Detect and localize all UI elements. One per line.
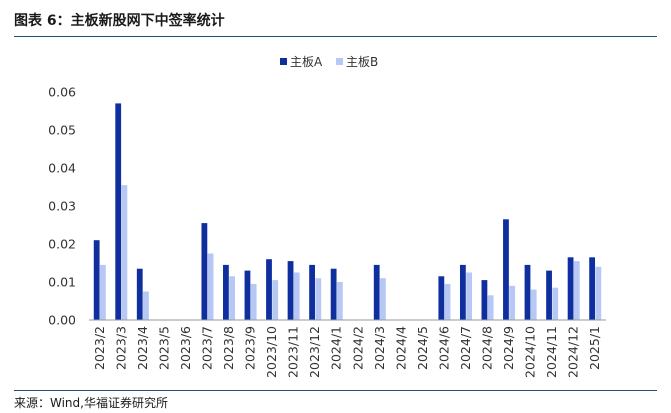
y-tick-label: 0.03 [48, 199, 76, 214]
x-tick-label: 2024/6 [436, 326, 451, 370]
x-tick-label: 2024/3 [372, 326, 387, 370]
x-tick-label: 2023/2 [92, 326, 107, 370]
x-tick-label: 2023/11 [286, 326, 301, 378]
x-tick-label: 2023/7 [199, 326, 214, 370]
bar-series-a [266, 259, 272, 320]
bar-series-a [546, 270, 552, 320]
x-tick-label: 2023/8 [221, 326, 236, 370]
top-rule [14, 36, 657, 37]
bar-series-b [509, 285, 516, 320]
bar-series-a [438, 276, 445, 320]
bar-series-b [99, 264, 106, 320]
y-tick-label: 0.00 [48, 313, 76, 328]
bar-series-b [487, 295, 494, 320]
x-tick-label: 2024/1 [329, 326, 344, 370]
legend-swatch-series-b [336, 58, 343, 65]
x-tick-label: 2024/9 [501, 326, 516, 370]
bars [93, 103, 602, 321]
bar-series-a [330, 268, 337, 320]
x-tick-label: 2023/5 [156, 326, 171, 370]
bar-series-b [595, 266, 602, 320]
source-note: 来源：Wind,华福证券研究所 [14, 396, 168, 410]
bar-series-a [136, 268, 143, 320]
x-tick-label: 2025/1 [587, 326, 602, 370]
x-axis: 2023/2 2023/3 2023/4 2023/5 2023/6 2023/7 2023… [92, 326, 602, 378]
legend: 主板A 主板B [280, 55, 378, 69]
bar-series-b [143, 291, 149, 320]
bar-series-a [459, 264, 466, 320]
x-tick-label: 2023/4 [135, 326, 150, 370]
bar-series-a [589, 257, 596, 320]
bar-series-a [115, 103, 122, 321]
y-tick-label: 0.06 [48, 85, 76, 100]
bar-series-a [373, 264, 380, 320]
bar-series-b [207, 253, 214, 320]
bar-series-b [380, 278, 386, 320]
x-tick-label: 2023/9 [243, 326, 258, 370]
bar-series-a [287, 261, 294, 320]
bar-series-b [466, 272, 472, 320]
bar-series-b [315, 278, 322, 320]
bar-series-b [530, 289, 537, 320]
bar-series-a [244, 270, 251, 320]
bar-series-a [201, 223, 208, 320]
legend-label-series-b: 主板B [346, 55, 378, 69]
y-tick-label: 0.02 [48, 237, 76, 252]
x-tick-label: 2024/11 [544, 326, 559, 378]
y-axis: 0.00 0.01 0.02 0.03 0.04 0.05 0.06 [48, 85, 76, 328]
bar-series-a [503, 219, 509, 320]
bar-series-b [336, 282, 343, 320]
legend-label-series-a: 主板A [290, 55, 323, 69]
x-tick-label: 2024/2 [350, 326, 365, 370]
bar-series-a [481, 280, 488, 320]
bar-series-b [573, 261, 580, 320]
x-tick-label: 2024/8 [480, 326, 495, 370]
x-tick-label: 2023/10 [264, 326, 279, 378]
bar-series-a [524, 264, 531, 320]
y-tick-label: 0.01 [48, 275, 76, 290]
x-tick-label: 2024/5 [415, 326, 430, 370]
bar-series-a [223, 264, 229, 320]
bar-series-a [567, 257, 574, 320]
bar-series-b [552, 287, 559, 320]
bar-series-b [444, 283, 451, 320]
x-tick-label: 2023/3 [113, 326, 128, 370]
figure-title: 图表 6：主板新股网下中签率统计 [14, 13, 225, 29]
bar-series-b [293, 272, 300, 320]
x-tick-label: 2024/7 [458, 326, 473, 370]
y-tick-label: 0.05 [48, 123, 76, 138]
y-tick-label: 0.04 [48, 161, 76, 176]
x-tick-label: 2024/4 [393, 326, 408, 370]
bar-series-a [309, 264, 315, 320]
bar-series-b [272, 280, 279, 320]
x-tick-label: 2023/6 [178, 326, 193, 370]
bar-series-b [250, 283, 257, 320]
bar-series-b [229, 276, 236, 320]
x-tick-label: 2024/10 [523, 326, 538, 378]
bar-series-b [121, 185, 128, 320]
x-tick-label: 2023/12 [307, 326, 322, 378]
bottom-rule [14, 390, 657, 391]
bar-series-a [93, 240, 100, 320]
legend-swatch-series-a [280, 58, 287, 65]
x-tick-label: 2024/12 [566, 326, 581, 378]
